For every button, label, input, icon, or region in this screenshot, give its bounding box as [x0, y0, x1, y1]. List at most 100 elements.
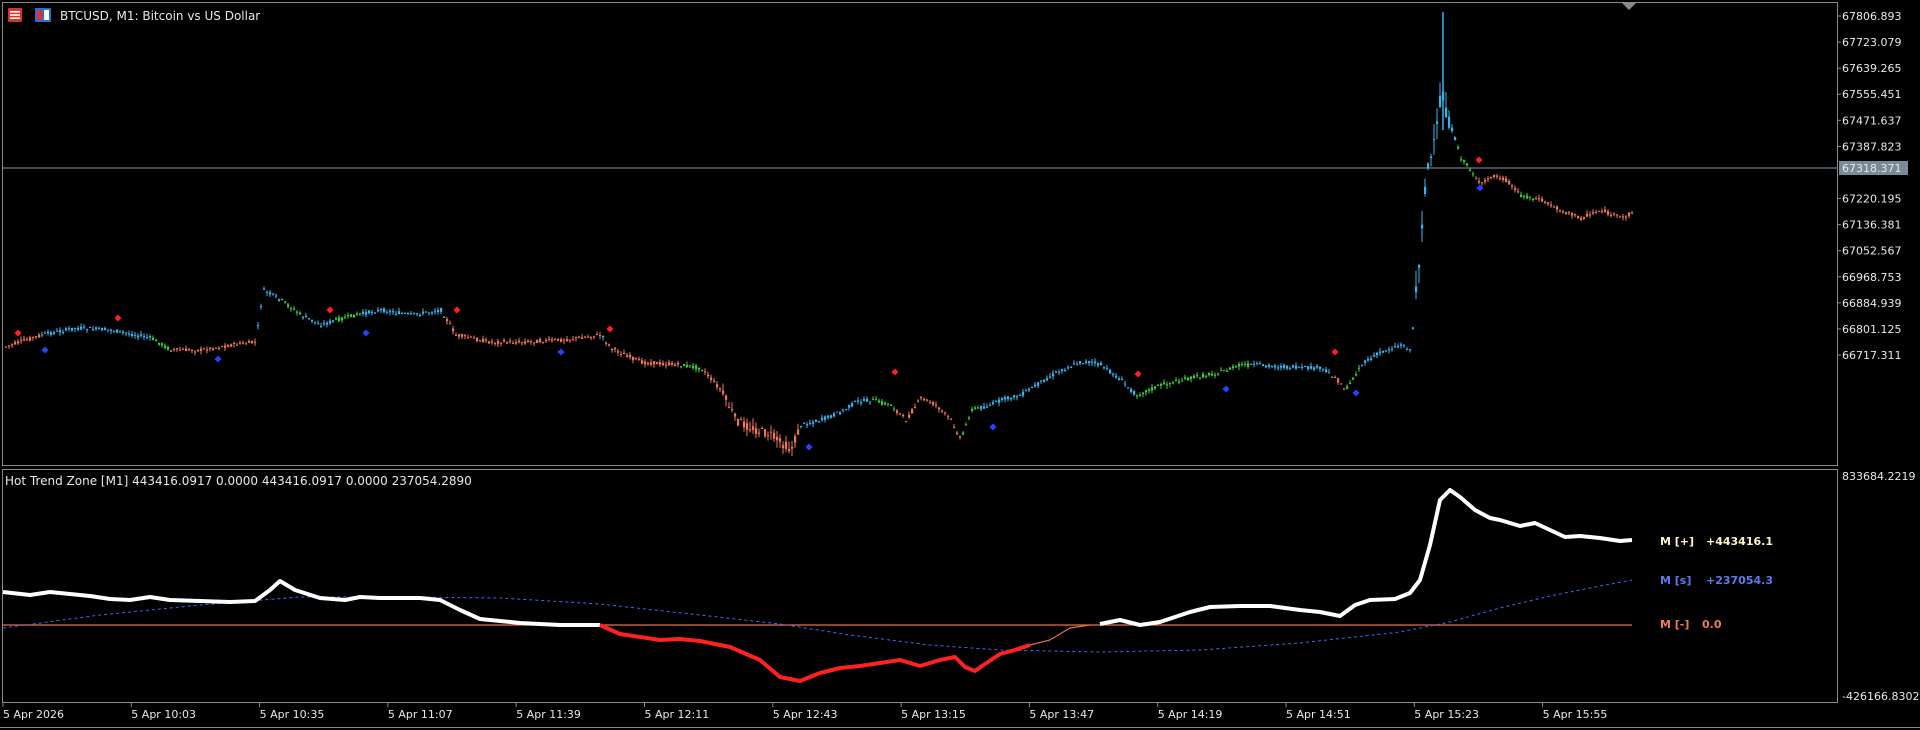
shift-marker-icon[interactable] — [1622, 3, 1636, 10]
candle-body — [1448, 116, 1451, 128]
candle-body — [1406, 349, 1409, 351]
time-tick-label: 5 Apr 10:35 — [260, 708, 325, 721]
candle-body — [740, 419, 743, 421]
candle-body — [1280, 365, 1283, 368]
current-price-tag — [1839, 160, 1908, 175]
candle-body — [230, 344, 233, 347]
candle-body — [551, 339, 554, 341]
candle-body — [1601, 211, 1604, 213]
candle-body — [515, 342, 518, 344]
signal-marker-buy — [362, 329, 370, 337]
candle-body — [1106, 367, 1109, 369]
candle-body — [1535, 198, 1538, 200]
candle-body — [1034, 384, 1037, 387]
candle-body — [1304, 366, 1307, 368]
candle-body — [1331, 376, 1334, 378]
candle-body — [485, 339, 488, 341]
candle-body — [1148, 389, 1151, 391]
candle-body — [464, 335, 467, 337]
candle-body — [1217, 373, 1220, 375]
candle-body — [797, 429, 800, 435]
time-tick-label: 5 Apr 15:55 — [1543, 708, 1608, 721]
signal-marker-sell — [326, 306, 334, 314]
candle-body — [1325, 369, 1328, 373]
candle-body — [971, 408, 974, 411]
candle-body — [764, 429, 767, 437]
m-transition-line — [1029, 624, 1091, 646]
candle-body — [182, 348, 185, 350]
candle-body — [410, 313, 413, 315]
candle-body — [1115, 375, 1118, 378]
candle-body — [932, 402, 935, 405]
candle-body — [1196, 375, 1199, 377]
candle-body — [1055, 371, 1058, 373]
candle-body — [1382, 350, 1385, 353]
time-tick-label: 5 Apr 11:07 — [388, 708, 453, 721]
candle-body — [1361, 365, 1364, 367]
candle-body — [974, 407, 977, 409]
candle-body — [5, 346, 8, 348]
candle-body — [935, 404, 938, 406]
candle-body — [1214, 374, 1217, 376]
candle-body — [1190, 376, 1193, 380]
indicator-list-icon[interactable] — [35, 8, 51, 22]
candle-body — [389, 310, 392, 313]
candle-body — [878, 400, 881, 403]
time-tick-label: 5 Apr 13:15 — [901, 708, 966, 721]
candle-body — [128, 333, 131, 335]
candle-body — [1211, 373, 1214, 376]
candle-body — [1565, 212, 1568, 214]
candle-body — [1373, 355, 1376, 357]
candle-body — [1472, 173, 1475, 175]
candle-body — [95, 327, 98, 330]
time-tick-label: 5 Apr 13:47 — [1029, 708, 1094, 721]
chart-menu-icon[interactable] — [8, 8, 22, 22]
candle-body — [392, 311, 395, 313]
candle-body — [560, 339, 563, 342]
candle-body — [1559, 210, 1562, 212]
candle-body — [671, 362, 674, 365]
candle-body — [617, 351, 620, 353]
candle-body — [1532, 198, 1535, 200]
candle-body — [605, 342, 608, 344]
candle-body — [1403, 345, 1406, 347]
candle-body — [1157, 384, 1160, 386]
candle-body — [299, 312, 302, 315]
candle-body — [1427, 163, 1430, 169]
candle-body — [815, 420, 818, 422]
candle-body — [527, 340, 530, 343]
candle-body — [413, 312, 416, 314]
signal-marker-buy — [557, 348, 565, 356]
candle-body — [788, 448, 791, 452]
candle-body — [767, 435, 770, 437]
candle-body — [113, 331, 116, 333]
price-tick-label: 67639.265 — [1842, 62, 1902, 75]
candle-body — [269, 292, 272, 295]
candle-body — [941, 410, 944, 412]
candle-body — [11, 344, 14, 346]
candle-body — [1256, 363, 1259, 365]
candle-body — [170, 350, 173, 352]
candle-body — [275, 295, 278, 297]
candle-body — [200, 348, 203, 351]
candle-body — [122, 331, 125, 333]
candle-body — [1100, 363, 1103, 366]
candle-body — [1151, 387, 1154, 391]
candle-body — [761, 428, 764, 430]
time-tick-label: 5 Apr 2026 — [3, 708, 64, 721]
candle-body — [857, 400, 860, 402]
candle-body — [596, 334, 599, 336]
candle-body — [1136, 395, 1139, 397]
candle-body — [656, 362, 659, 365]
candle-body — [1046, 378, 1049, 381]
price-tick-label: 66717.311 — [1842, 349, 1902, 362]
candle-body — [716, 384, 719, 388]
candle-body — [65, 328, 68, 331]
candle-body — [1541, 198, 1544, 202]
candle-body — [1289, 368, 1292, 370]
candle-body — [794, 436, 797, 443]
candle-body — [737, 419, 740, 426]
price-tick-label: 67136.381 — [1842, 219, 1902, 232]
candle-body — [587, 336, 590, 338]
